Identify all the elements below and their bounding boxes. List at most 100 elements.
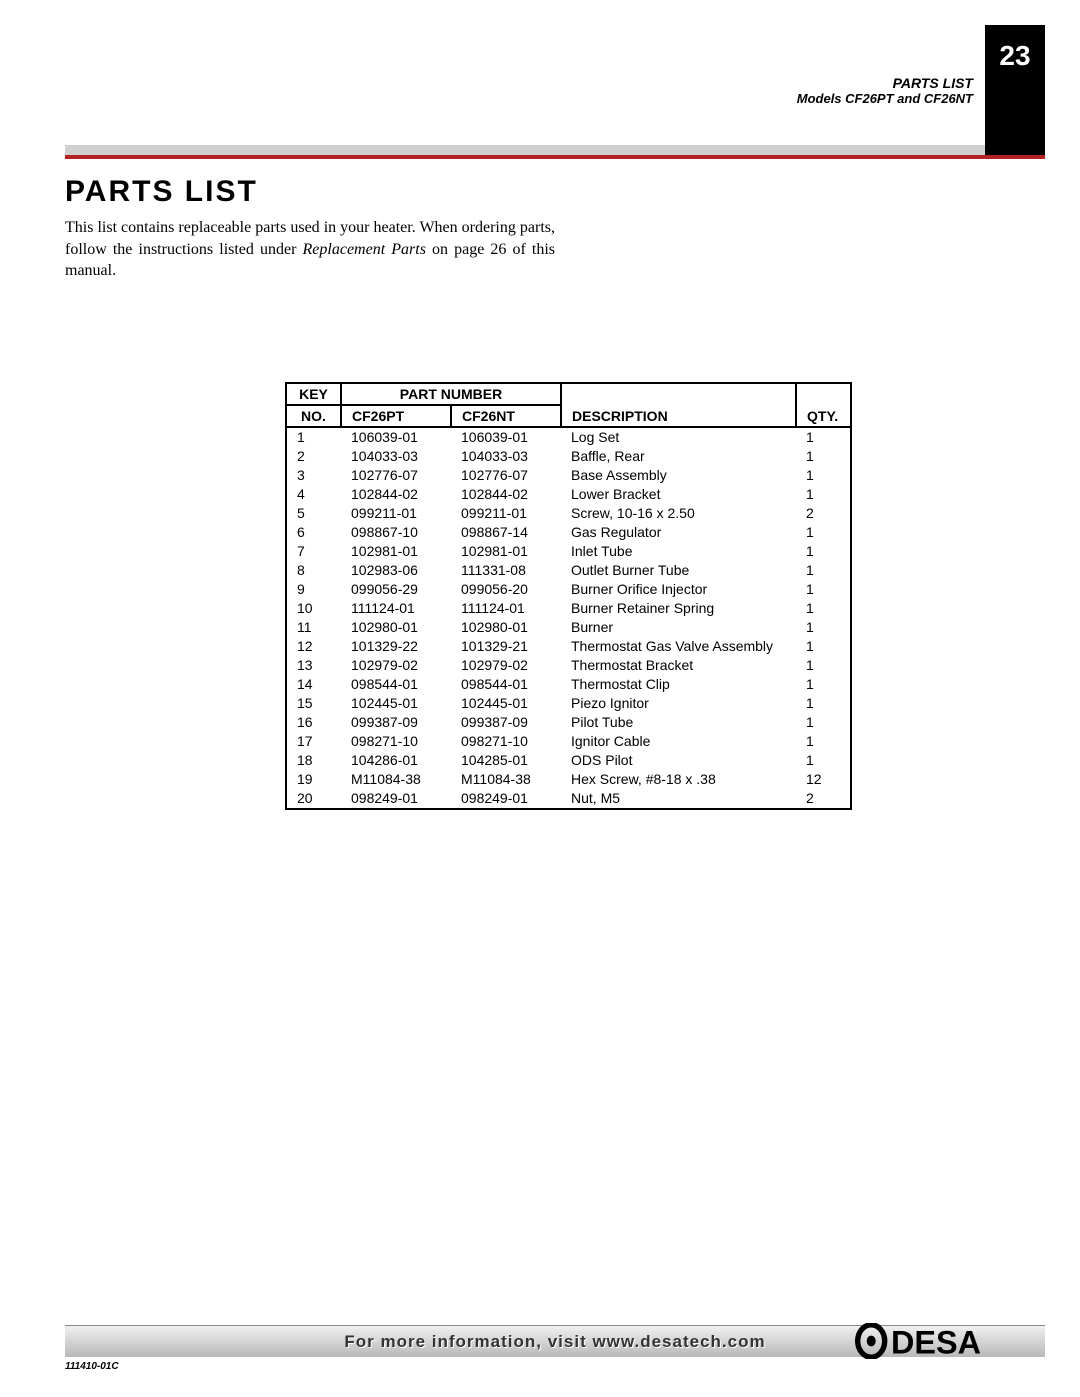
table-row: 3102776-07102776-07Base Assembly1 bbox=[286, 466, 851, 485]
page-number: 23 bbox=[999, 40, 1030, 72]
svg-text:DESA: DESA bbox=[891, 1325, 981, 1359]
cell-cf26nt: 104285-01 bbox=[451, 751, 561, 770]
cell-description: Hex Screw, #8-18 x .38 bbox=[561, 770, 796, 789]
page-number-box: 23 bbox=[985, 25, 1045, 155]
cell-description: Thermostat Clip bbox=[561, 675, 796, 694]
cell-key: 15 bbox=[286, 694, 341, 713]
cell-cf26pt: 099387-09 bbox=[341, 713, 451, 732]
cell-cf26pt: 102983-06 bbox=[341, 561, 451, 580]
cell-description: Ignitor Cable bbox=[561, 732, 796, 751]
cell-qty: 1 bbox=[796, 447, 851, 466]
table-row: 20098249-01098249-01Nut, M52 bbox=[286, 789, 851, 809]
cell-cf26pt: 098249-01 bbox=[341, 789, 451, 809]
cell-qty: 1 bbox=[796, 732, 851, 751]
th-description: DESCRIPTION bbox=[561, 383, 796, 427]
table-row: 8102983-06111331-08Outlet Burner Tube1 bbox=[286, 561, 851, 580]
cell-cf26pt: 102980-01 bbox=[341, 618, 451, 637]
cell-qty: 1 bbox=[796, 694, 851, 713]
cell-qty: 1 bbox=[796, 580, 851, 599]
cell-cf26pt: 104033-03 bbox=[341, 447, 451, 466]
cell-cf26nt: 098271-10 bbox=[451, 732, 561, 751]
table-row: 7102981-01102981-01Inlet Tube1 bbox=[286, 542, 851, 561]
cell-key: 2 bbox=[286, 447, 341, 466]
cell-cf26pt: 104286-01 bbox=[341, 751, 451, 770]
cell-qty: 2 bbox=[796, 789, 851, 809]
cell-qty: 1 bbox=[796, 427, 851, 447]
cell-description: Screw, 10-16 x 2.50 bbox=[561, 504, 796, 523]
cell-qty: 1 bbox=[796, 599, 851, 618]
cell-description: ODS Pilot bbox=[561, 751, 796, 770]
cell-description: Log Set bbox=[561, 427, 796, 447]
cell-cf26nt: 102980-01 bbox=[451, 618, 561, 637]
cell-cf26nt: 098249-01 bbox=[451, 789, 561, 809]
cell-key: 4 bbox=[286, 485, 341, 504]
cell-qty: 1 bbox=[796, 542, 851, 561]
page-header: PARTS LIST Models CF26PT and CF26NT 23 bbox=[797, 25, 1045, 155]
cell-cf26nt: 098867-14 bbox=[451, 523, 561, 542]
table-row: 19M11084-38M11084-38Hex Screw, #8-18 x .… bbox=[286, 770, 851, 789]
cell-description: Outlet Burner Tube bbox=[561, 561, 796, 580]
table-row: 10111124-01111124-01Burner Retainer Spri… bbox=[286, 599, 851, 618]
cell-qty: 1 bbox=[796, 523, 851, 542]
cell-description: Base Assembly bbox=[561, 466, 796, 485]
footer-info-text: For more information, visit www.desatech… bbox=[344, 1332, 765, 1352]
cell-description: Piezo Ignitor bbox=[561, 694, 796, 713]
cell-qty: 1 bbox=[796, 466, 851, 485]
cell-cf26nt: 104033-03 bbox=[451, 447, 561, 466]
cell-cf26pt: 099211-01 bbox=[341, 504, 451, 523]
table-row: 6098867-10098867-14Gas Regulator1 bbox=[286, 523, 851, 542]
cell-qty: 1 bbox=[796, 656, 851, 675]
parts-table: KEY PART NUMBER DESCRIPTION QTY. NO. CF2… bbox=[285, 382, 852, 810]
th-no: NO. bbox=[286, 405, 341, 427]
th-qty: QTY. bbox=[796, 383, 851, 427]
table-row: 16099387-09099387-09Pilot Tube1 bbox=[286, 713, 851, 732]
th-key: KEY bbox=[286, 383, 341, 405]
cell-key: 14 bbox=[286, 675, 341, 694]
cell-description: Burner Orifice Injector bbox=[561, 580, 796, 599]
table-row: 13102979-02102979-02Thermostat Bracket1 bbox=[286, 656, 851, 675]
document-id: 111410-01C bbox=[65, 1361, 119, 1372]
page-footer: For more information, visit www.desatech… bbox=[65, 1325, 1045, 1357]
cell-cf26pt: 098867-10 bbox=[341, 523, 451, 542]
cell-cf26nt: 101329-21 bbox=[451, 637, 561, 656]
cell-cf26pt: 101329-22 bbox=[341, 637, 451, 656]
cell-qty: 1 bbox=[796, 618, 851, 637]
cell-cf26nt: 102445-01 bbox=[451, 694, 561, 713]
cell-key: 19 bbox=[286, 770, 341, 789]
main-content: PARTS LIST This list contains replaceabl… bbox=[65, 175, 1015, 810]
cell-cf26nt: 099387-09 bbox=[451, 713, 561, 732]
cell-description: Burner bbox=[561, 618, 796, 637]
cell-description: Lower Bracket bbox=[561, 485, 796, 504]
cell-description: Pilot Tube bbox=[561, 713, 796, 732]
th-part-number: PART NUMBER bbox=[341, 383, 561, 405]
divider-red bbox=[65, 155, 1045, 159]
table-row: 5099211-01099211-01Screw, 10-16 x 2.502 bbox=[286, 504, 851, 523]
cell-cf26nt: 102776-07 bbox=[451, 466, 561, 485]
cell-key: 6 bbox=[286, 523, 341, 542]
parts-table-body: 1106039-01106039-01Log Set12104033-03104… bbox=[286, 427, 851, 809]
cell-description: Thermostat Bracket bbox=[561, 656, 796, 675]
table-row: 2104033-03104033-03Baffle, Rear1 bbox=[286, 447, 851, 466]
cell-cf26pt: 102979-02 bbox=[341, 656, 451, 675]
cell-cf26pt: M11084-38 bbox=[341, 770, 451, 789]
cell-description: Baffle, Rear bbox=[561, 447, 796, 466]
cell-description: Thermostat Gas Valve Assembly bbox=[561, 637, 796, 656]
cell-key: 11 bbox=[286, 618, 341, 637]
th-cf26nt: CF26NT bbox=[451, 405, 561, 427]
cell-cf26nt: 102979-02 bbox=[451, 656, 561, 675]
cell-qty: 1 bbox=[796, 561, 851, 580]
cell-cf26nt: 098544-01 bbox=[451, 675, 561, 694]
intro-paragraph: This list contains replaceable parts use… bbox=[65, 217, 555, 282]
table-row: 9099056-29099056-20Burner Orifice Inject… bbox=[286, 580, 851, 599]
header-parts-list-label: PARTS LIST bbox=[797, 75, 973, 91]
cell-key: 9 bbox=[286, 580, 341, 599]
cell-description: Burner Retainer Spring bbox=[561, 599, 796, 618]
cell-cf26pt: 102776-07 bbox=[341, 466, 451, 485]
cell-key: 16 bbox=[286, 713, 341, 732]
cell-cf26pt: 102445-01 bbox=[341, 694, 451, 713]
cell-key: 18 bbox=[286, 751, 341, 770]
divider-gray bbox=[65, 145, 985, 155]
desa-logo-icon: DESA bbox=[855, 1323, 1035, 1359]
cell-qty: 12 bbox=[796, 770, 851, 789]
cell-cf26pt: 111124-01 bbox=[341, 599, 451, 618]
